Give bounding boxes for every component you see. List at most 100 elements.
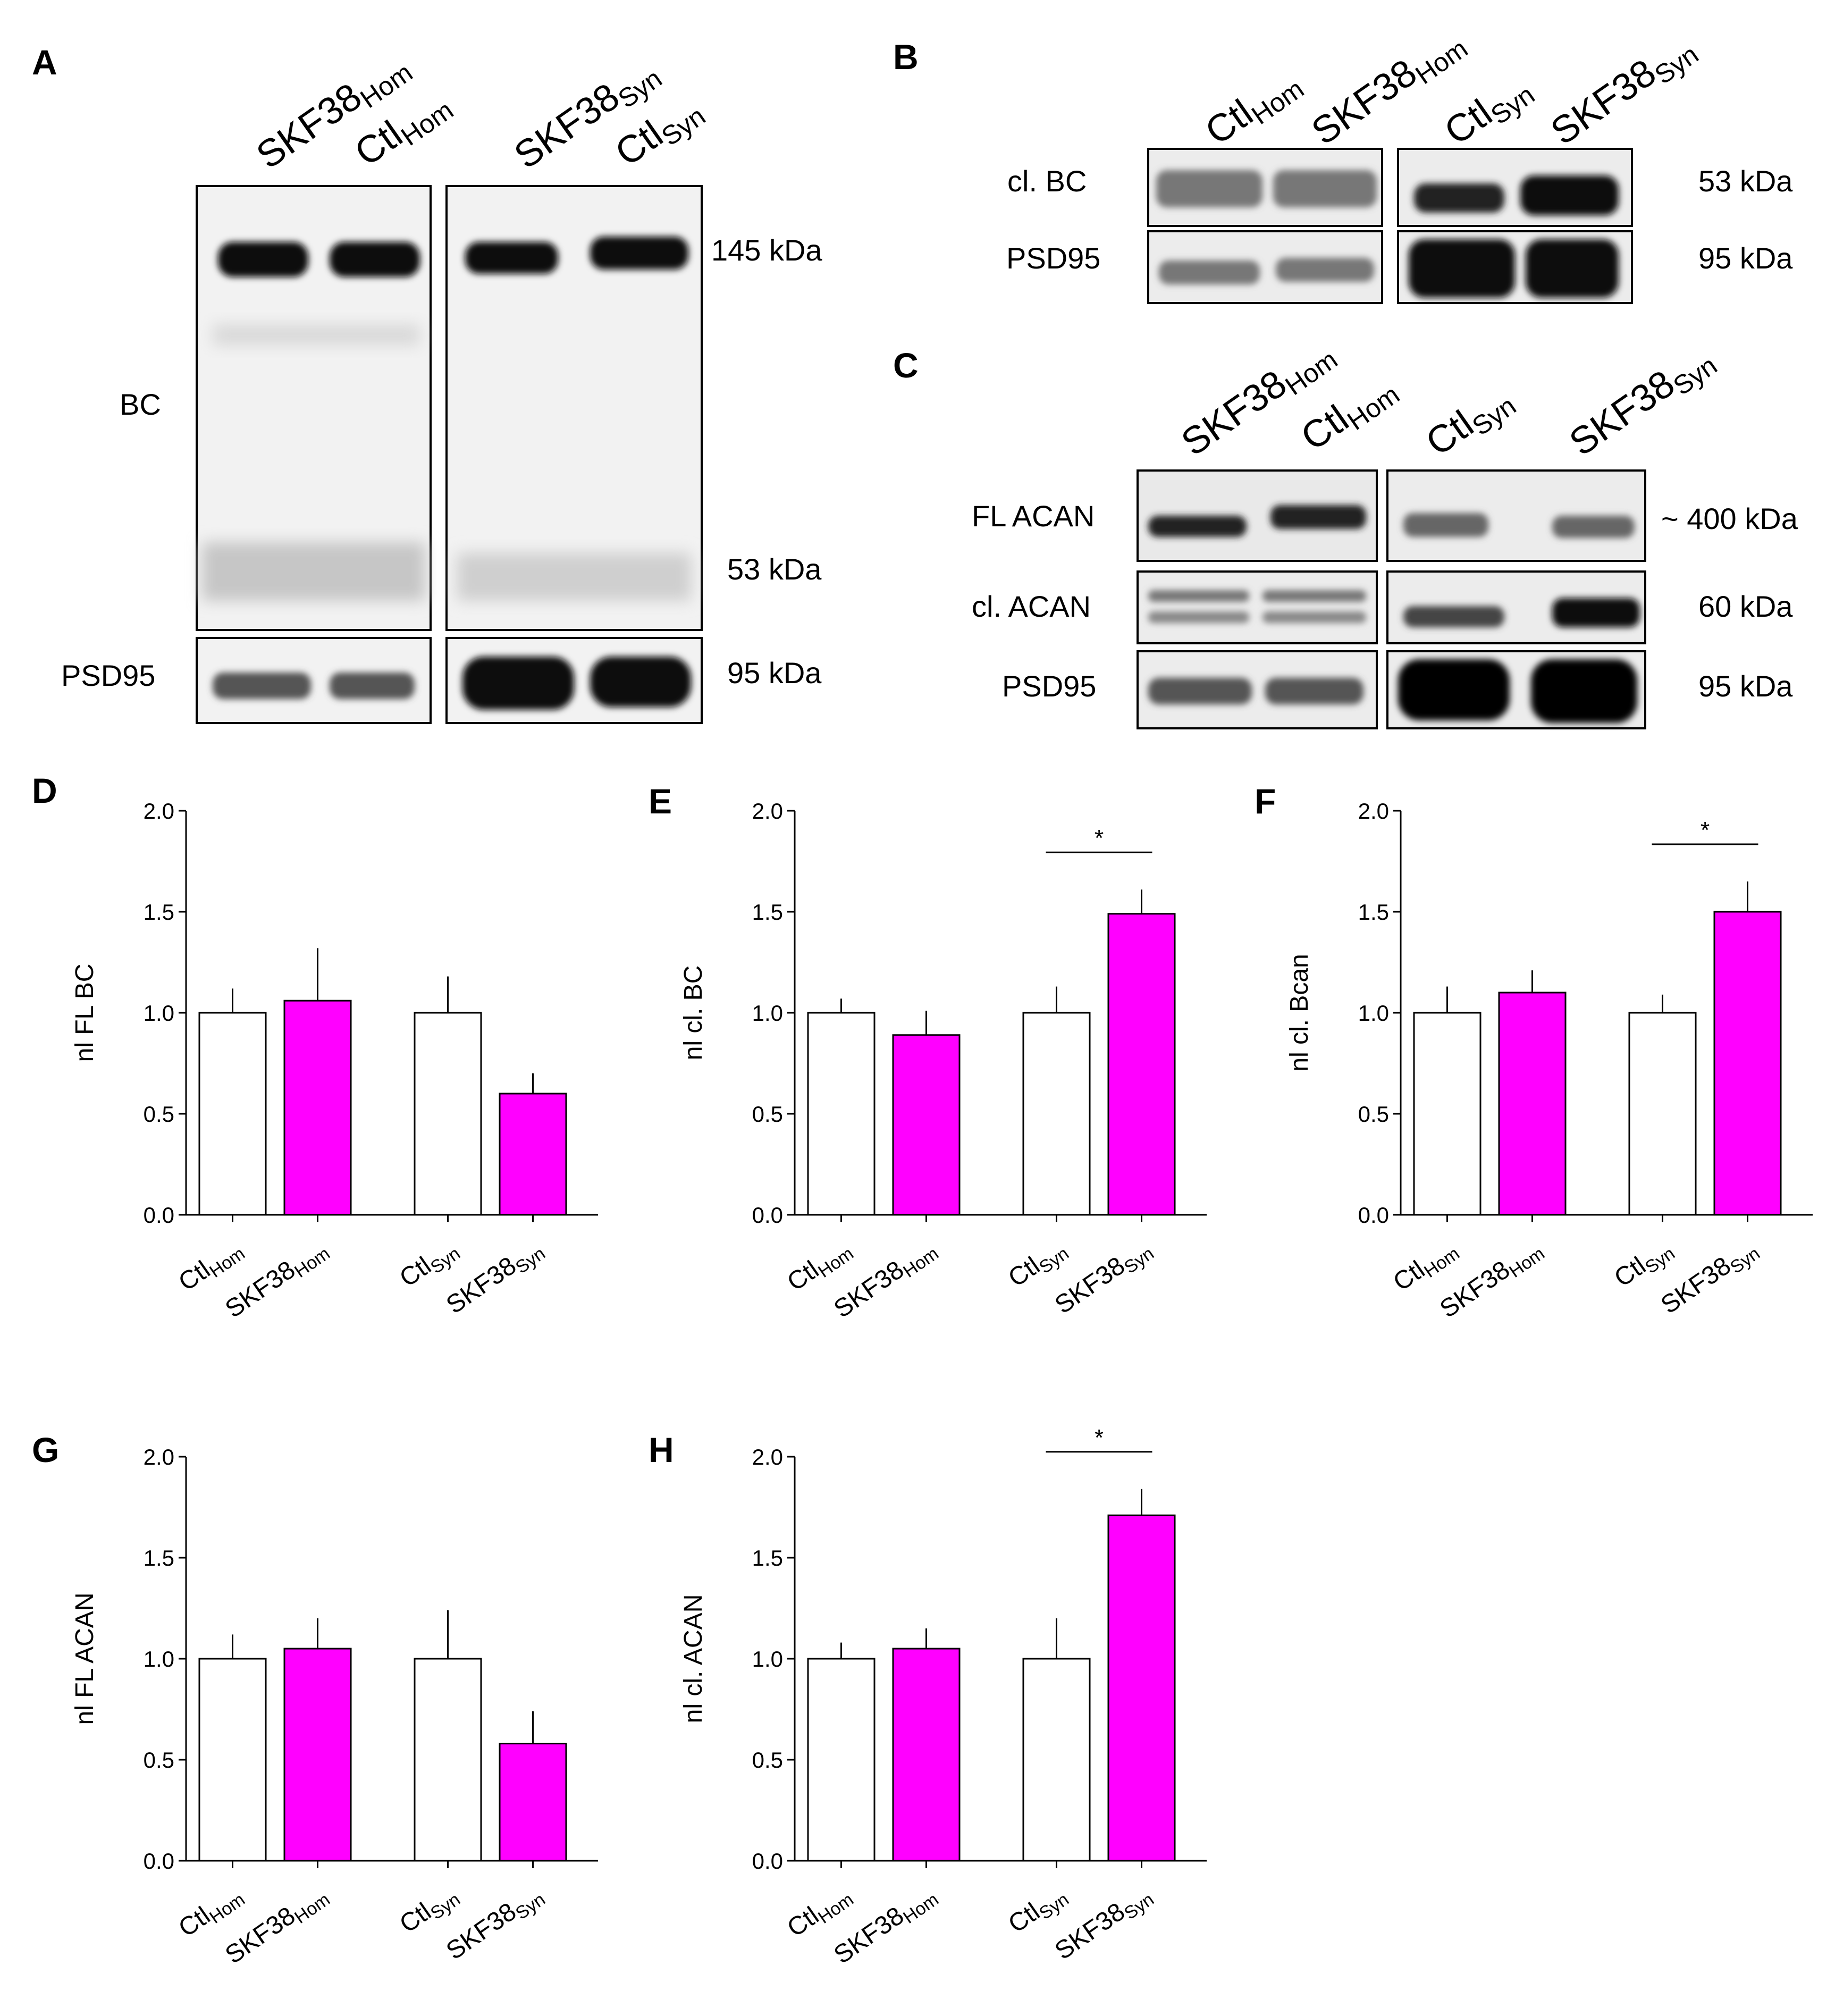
chart-f-plot: 0.00.51.01.52.0nl cl. BcanCtlHomSKF38Hom… xyxy=(1285,799,1813,1323)
chart-g-category-label: SKF38Syn xyxy=(441,1880,549,1969)
chart-g-ytick-label: 0.5 xyxy=(144,1748,174,1773)
size-label-53-b: 53 kDa xyxy=(1698,164,1793,198)
chart-d-category-label: SKF38Syn xyxy=(441,1234,549,1323)
size-label-95-c: 95 kDa xyxy=(1698,669,1793,703)
lane-label-b-skf38-hom: SKF38Hom xyxy=(1304,19,1473,157)
chart-f-category-label: SKF38Syn xyxy=(1656,1234,1764,1323)
blot-c-clacan-right xyxy=(1386,570,1646,644)
size-label-60: 60 kDa xyxy=(1698,590,1793,623)
row-label-psd95-b: PSD95 xyxy=(1006,241,1100,275)
panel-letter-b: B xyxy=(893,37,919,77)
blot-a-psd95-right xyxy=(445,637,703,724)
chart-f-ylabel: nl cl. Bcan xyxy=(1285,954,1314,1071)
chart-d-bar-treatment xyxy=(283,999,352,1216)
chart-h-ytick-label: 0.0 xyxy=(752,1849,783,1874)
chart-f-significance-star: * xyxy=(1701,817,1710,843)
panel-a-lane-header: SKF38Hom CtlHom SKF38Syn CtlSyn xyxy=(249,43,711,181)
blot-c-clacan-left xyxy=(1137,570,1378,644)
chart-e-significance-star: * xyxy=(1095,825,1104,851)
lane-label-b-ctl-syn: CtlSyn xyxy=(1437,65,1540,157)
chart-e-bar-control xyxy=(807,1012,876,1216)
chart-e-ytick-label: 1.5 xyxy=(752,900,783,925)
chart-e-bar-treatment xyxy=(892,1034,961,1216)
chart-e-category-label: CtlSyn xyxy=(1003,1234,1072,1296)
chart-e-bar-treatment xyxy=(1107,913,1176,1216)
chart-f-ytick-label: 2.0 xyxy=(1358,799,1389,824)
lane-label-b-skf38-syn: SKF38Syn xyxy=(1543,25,1704,157)
chart-g-bar-treatment xyxy=(499,1743,567,1862)
chart-f-ytick-label: 1.5 xyxy=(1358,900,1389,925)
chart-g-category-label: CtlSyn xyxy=(394,1880,464,1942)
blot-b-clbc-left xyxy=(1147,148,1383,227)
size-label-95-b: 95 kDa xyxy=(1698,241,1793,275)
chart-h-ylabel: nl cl. ACAN xyxy=(679,1594,708,1724)
chart-g-bar-treatment xyxy=(283,1648,352,1862)
chart-d-ytick-label: 1.5 xyxy=(144,900,174,925)
chart-f-ytick-label: 0.0 xyxy=(1358,1203,1389,1228)
row-label-clbc: cl. BC xyxy=(1007,164,1087,198)
blot-c-psd95-left xyxy=(1137,650,1378,729)
blot-c-psd95-right xyxy=(1386,650,1646,729)
chart-e-ytick-label: 0.0 xyxy=(752,1203,783,1228)
chart-h-category-label: SKF38Syn xyxy=(1050,1880,1158,1969)
chart-d-category-label: CtlSyn xyxy=(394,1234,464,1296)
chart-h: H 0.00.51.01.52.0nl cl. ACANCtlHomSKF38H… xyxy=(649,1425,1207,1969)
chart-h-ytick-label: 2.0 xyxy=(752,1444,783,1469)
chart-f-bar-control xyxy=(1413,1012,1482,1216)
blot-b-psd95-right xyxy=(1397,230,1633,304)
chart-h-bar-treatment xyxy=(892,1648,961,1862)
chart-f-ytick-label: 0.5 xyxy=(1358,1102,1389,1127)
chart-g-ytick-label: 1.0 xyxy=(144,1647,174,1671)
blot-c-flacan-right xyxy=(1386,469,1646,562)
lane-label-c-ctl-syn: CtlSyn xyxy=(1418,376,1521,468)
chart-d-bar-control xyxy=(414,1012,482,1216)
chart-f-bar-treatment xyxy=(1713,911,1782,1216)
chart-g-ytick-label: 1.5 xyxy=(144,1545,174,1570)
chart-g: G 0.00.51.01.52.0nl FL ACANCtlHomSKF38Ho… xyxy=(32,1430,598,1969)
chart-h-ytick-label: 1.5 xyxy=(752,1545,783,1570)
blot-c-flacan-left xyxy=(1137,469,1378,562)
panel-letter-f: F xyxy=(1255,782,1276,821)
chart-d-ytick-label: 2.0 xyxy=(144,799,174,824)
lane-label-b-ctl-hom: CtlHom xyxy=(1198,60,1309,157)
chart-e-bar-control xyxy=(1022,1012,1091,1216)
chart-h-bar-treatment xyxy=(1107,1514,1176,1862)
chart-f: F 0.00.51.01.52.0nl cl. BcanCtlHomSKF38H… xyxy=(1255,782,1813,1323)
chart-f-category-label: CtlSyn xyxy=(1609,1234,1678,1296)
chart-h-significance-star: * xyxy=(1095,1425,1104,1451)
blot-b-psd95-left xyxy=(1147,230,1383,304)
chart-d-ytick-label: 0.0 xyxy=(144,1203,174,1228)
size-label-400: ~ 400 kDa xyxy=(1661,502,1798,535)
chart-d-ylabel: nl FL BC xyxy=(71,964,99,1062)
chart-f-ytick-label: 1.0 xyxy=(1358,1001,1389,1026)
size-label-145: 145 kDa xyxy=(711,233,822,267)
chart-e-ytick-label: 1.0 xyxy=(752,1001,783,1026)
panel-letter-h: H xyxy=(649,1430,674,1469)
blot-a-bc-left xyxy=(196,185,432,631)
chart-f-bar-control xyxy=(1628,1012,1697,1216)
chart-g-bar-control xyxy=(414,1658,482,1862)
chart-h-bar-control xyxy=(807,1658,876,1862)
chart-e-ytick-label: 2.0 xyxy=(752,799,783,824)
panel-c-lane-header: SKF38Hom CtlHom CtlSyn SKF38Syn xyxy=(1174,336,1722,468)
chart-h-ytick-label: 0.5 xyxy=(752,1748,783,1773)
chart-h-plot: 0.00.51.01.52.0nl cl. ACANCtlHomSKF38Hom… xyxy=(679,1425,1207,1969)
chart-e-ylabel: nl cl. BC xyxy=(679,965,708,1061)
chart-f-bar-treatment xyxy=(1498,992,1567,1216)
chart-d-ytick-label: 1.0 xyxy=(144,1001,174,1026)
chart-d-bar-control xyxy=(198,1012,267,1216)
chart-e-category-label: SKF38Syn xyxy=(1050,1234,1158,1323)
chart-d-ytick-label: 0.5 xyxy=(144,1102,174,1127)
chart-e: E 0.00.51.01.52.0nl cl. BCCtlHomSKF38Hom… xyxy=(649,782,1207,1323)
blot-a-bc-right xyxy=(445,185,703,631)
lane-label-c-skf38-syn: SKF38Syn xyxy=(1562,336,1722,468)
panel-b-lane-header: CtlHom SKF38Hom CtlSyn SKF38Syn xyxy=(1198,19,1704,157)
chart-h-category-label: CtlSyn xyxy=(1003,1880,1072,1942)
lane-label-skf38-hom: SKF38Hom xyxy=(249,43,418,181)
panel-letter-d: D xyxy=(32,771,57,810)
